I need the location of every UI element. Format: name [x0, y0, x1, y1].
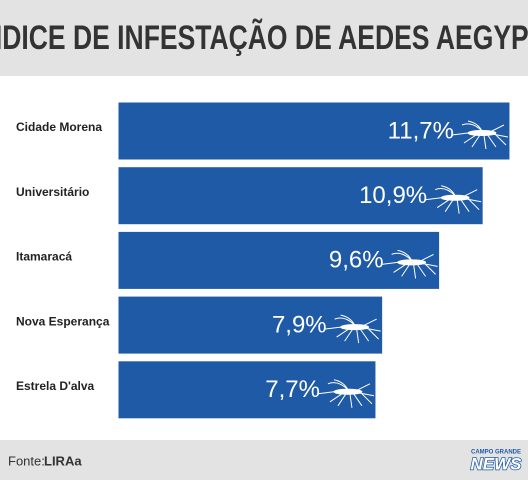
mosquito-legs: [336, 318, 381, 344]
mosquito-wing: [327, 379, 349, 391]
bar: [117, 230, 441, 290]
mosquito-wing: [334, 314, 356, 326]
chart-title: ÍNDICE DE INFESTAÇÃO DE AEDES AEGYPTI: [0, 18, 528, 57]
mosquito-wing: [461, 120, 483, 132]
category-label: Nova Esperança: [16, 314, 110, 328]
category-label: Itamaracá: [16, 250, 72, 264]
mosquito-legs: [393, 253, 438, 279]
logo: NEWS: [471, 454, 523, 473]
category-label: Estrela D'alva: [16, 379, 95, 393]
bar: [117, 101, 511, 161]
mosquito-icon: [317, 379, 375, 408]
mosquito-proboscis: [317, 391, 335, 395]
value-label: 9,6%: [329, 247, 384, 274]
mosquito-legs: [463, 124, 509, 150]
header-band: [0, 0, 528, 76]
mosquito-proboscis: [324, 326, 341, 330]
mosquito-legs: [436, 189, 482, 214]
category-label: Cidade Morena: [16, 120, 102, 134]
bar: [117, 166, 484, 226]
mosquito-icon: [425, 185, 482, 214]
mosquito-legs: [329, 383, 375, 408]
source-label: Fonte:: [8, 453, 45, 468]
mosquito-icon: [324, 314, 381, 344]
value-label: 7,9%: [272, 311, 327, 338]
mosquito-wing: [391, 249, 413, 261]
logo-top: CAMPO GRANDE: [471, 450, 521, 456]
bar: [117, 295, 384, 355]
source: LIRAa: [44, 453, 82, 468]
mosquito-wing: [434, 185, 456, 197]
bar: [117, 360, 377, 420]
value-label: 10,9%: [359, 182, 427, 209]
mosquito-proboscis: [425, 197, 442, 201]
mosquito-proboscis: [451, 132, 469, 136]
footer-band: [0, 440, 528, 480]
value-label: 11,7%: [388, 117, 454, 144]
mosquito-proboscis: [381, 261, 398, 265]
value-label: 7,7%: [265, 376, 320, 403]
mosquito-icon: [381, 249, 438, 279]
mosquito-icon: [451, 120, 509, 150]
category-label: Universitário: [16, 185, 89, 199]
